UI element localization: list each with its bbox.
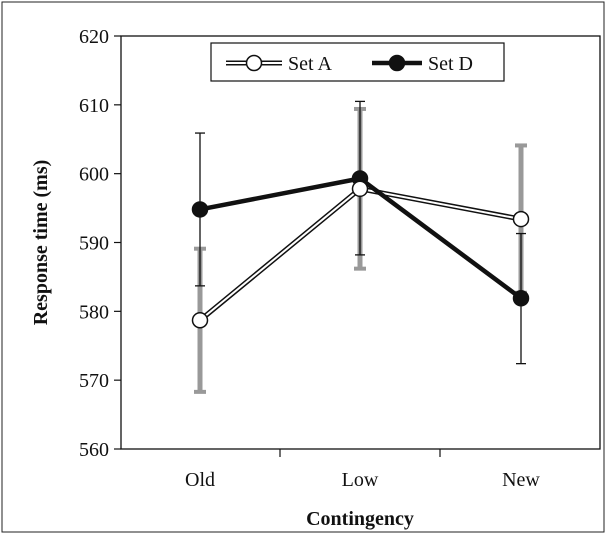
x-tick-label: Old — [185, 469, 215, 491]
data-point-set-a — [191, 312, 209, 329]
data-point-set-a — [351, 180, 369, 198]
y-axis-title: Response time (ms) — [30, 160, 52, 326]
y-tick-label: 590 — [79, 233, 109, 255]
y-tick-label: 570 — [79, 370, 109, 392]
data-point-set-a — [512, 210, 530, 228]
y-tick-label: 560 — [79, 439, 109, 461]
data-point-set-d — [191, 201, 209, 218]
y-tick-label: 600 — [79, 164, 109, 186]
y-tick-label: 610 — [79, 95, 109, 117]
legend: Set A Set D — [210, 42, 505, 82]
x-tick-label: Low — [342, 469, 379, 491]
data-point-set-d — [512, 290, 530, 307]
x-tick-label: New — [502, 469, 540, 491]
legend-label-set-d: Set D — [428, 53, 473, 75]
y-tick-label: 580 — [79, 301, 109, 323]
legend-marker-set-d — [388, 54, 406, 72]
legend-label-set-a: Set A — [288, 53, 332, 75]
y-tick-label: 620 — [79, 26, 109, 48]
legend-marker-set-a — [245, 54, 263, 72]
x-axis-title: Contingency — [306, 508, 414, 530]
